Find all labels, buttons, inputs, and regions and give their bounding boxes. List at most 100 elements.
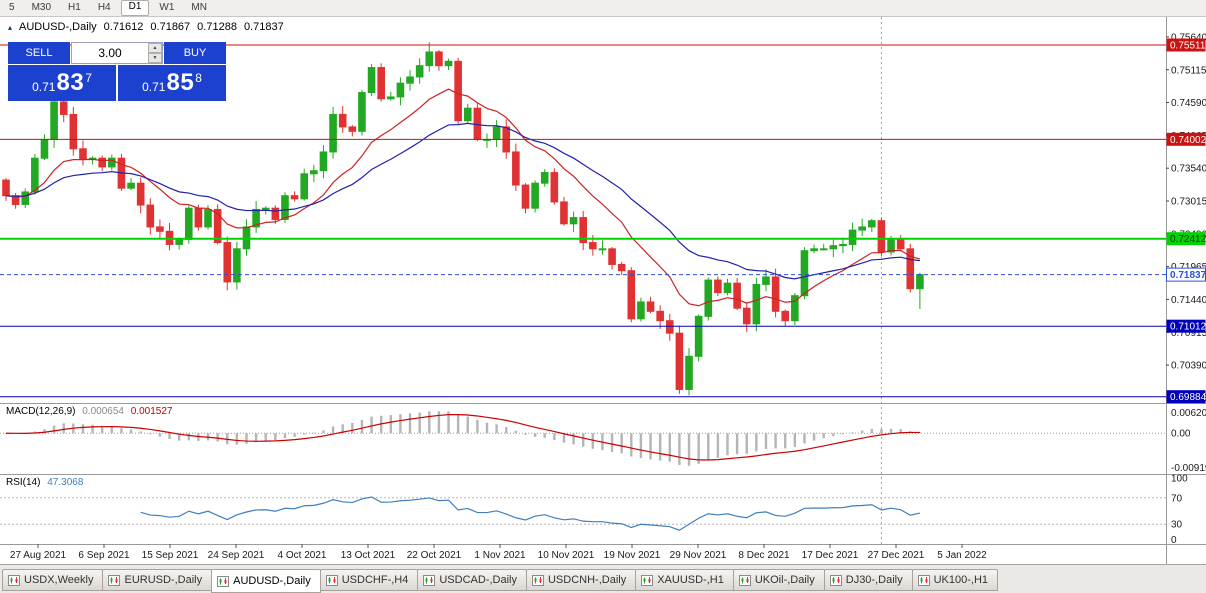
lot-size-value[interactable]: 3.00 <box>98 46 122 60</box>
macd-name: MACD(12,26,9) <box>6 406 76 417</box>
sell-price-pip: 7 <box>85 70 92 85</box>
chart-tab-icon <box>829 574 842 586</box>
macd-signal-value: 0.001527 <box>130 406 173 417</box>
svg-text:0.75640: 0.75640 <box>1171 32 1206 43</box>
chart-tab-label: EURUSD-,Daily <box>124 574 203 586</box>
timeframe-button-h1[interactable]: H1 <box>68 2 81 13</box>
lot-size-field[interactable]: 3.00 ▲ ▼ <box>71 42 163 64</box>
pane-dividers <box>0 17 1206 564</box>
svg-text:0.00: 0.00 <box>1171 429 1191 440</box>
horizontal-line-0.71012[interactable]: 0.71012 <box>0 319 1206 333</box>
svg-text:19 Nov 2021: 19 Nov 2021 <box>604 550 661 561</box>
chart-tab-dj30-daily[interactable]: DJ30-,Daily <box>823 569 913 591</box>
svg-text:13 Oct 2021: 13 Oct 2021 <box>341 550 396 561</box>
chart-tab-label: USDCAD-,Daily <box>439 574 517 586</box>
lot-increase-button[interactable]: ▲ <box>148 43 162 53</box>
svg-text:6 Sep 2021: 6 Sep 2021 <box>78 550 130 561</box>
svg-text:0.00620: 0.00620 <box>1171 408 1206 419</box>
chart-tab-icon <box>641 574 654 586</box>
timeframe-button-d1[interactable]: D1 <box>120 0 150 16</box>
svg-text:15 Sep 2021: 15 Sep 2021 <box>142 550 199 561</box>
svg-text:29 Nov 2021: 29 Nov 2021 <box>670 550 727 561</box>
svg-text:0.72412: 0.72412 <box>1170 234 1206 245</box>
one-click-top-row: SELL 3.00 ▲ ▼ BUY <box>8 42 226 64</box>
chart-tab-label: UK100-,H1 <box>933 574 989 586</box>
buy-price-pip: 8 <box>195 70 202 85</box>
timeframe-button-m30[interactable]: M30 <box>31 2 52 13</box>
ohlc-close: 0.71837 <box>243 21 284 33</box>
chart-tab-xauusd-h1[interactable]: XAUUSD-,H1 <box>635 569 734 591</box>
svg-text:0.70390: 0.70390 <box>1171 361 1206 372</box>
svg-text:0.75511: 0.75511 <box>1170 41 1206 52</box>
svg-text:0.74590: 0.74590 <box>1171 98 1206 109</box>
svg-text:0.69884: 0.69884 <box>1170 392 1206 403</box>
horizontal-line-0.69884[interactable]: 0.69884 <box>0 390 1206 404</box>
svg-text:0.73540: 0.73540 <box>1171 164 1206 175</box>
chart-tab-usdchf-h4[interactable]: USDCHF-,H4 <box>319 569 419 591</box>
chart-tab-icon <box>738 574 751 586</box>
chart-tab-icon <box>423 574 436 586</box>
svg-text:70: 70 <box>1171 493 1183 504</box>
chart-tab-usdcad-daily[interactable]: USDCAD-,Daily <box>417 569 527 591</box>
svg-text:10 Nov 2021: 10 Nov 2021 <box>538 550 595 561</box>
sell-button[interactable]: SELL <box>8 42 70 64</box>
buy-price-display[interactable]: 0.71 85 8 <box>118 65 226 101</box>
chart-tab-icon <box>917 574 930 586</box>
rsi-pane: 100 70 30 0 <box>0 474 1188 546</box>
svg-text:4 Oct 2021: 4 Oct 2021 <box>278 550 327 561</box>
chart-tab-usdcnh-daily[interactable]: USDCNH-,Daily <box>525 569 637 591</box>
ma-slow-line <box>5 122 920 280</box>
rsi-line <box>140 496 921 531</box>
buy-button[interactable]: BUY <box>164 42 226 64</box>
sell-price-big: 83 <box>56 69 85 96</box>
one-click-trading-panel: SELL 3.00 ▲ ▼ BUY 0.71 83 7 0.71 85 8 <box>8 42 226 101</box>
timeframe-button-5[interactable]: 5 <box>9 2 15 13</box>
ohlc-high: 0.71867 <box>150 21 191 33</box>
svg-text:24 Sep 2021: 24 Sep 2021 <box>208 550 265 561</box>
rsi-name: RSI(14) <box>6 477 41 488</box>
price-axis[interactable]: 0.756400.751150.745900.740650.735400.730… <box>1166 32 1206 404</box>
chart-tab-audusd-daily[interactable]: AUDUSD-,Daily <box>211 569 321 593</box>
svg-text:27 Dec 2021: 27 Dec 2021 <box>868 550 925 561</box>
chart-tab-icon <box>217 575 230 587</box>
buy-price-big: 85 <box>166 69 195 96</box>
chart-tab-icon <box>108 574 121 586</box>
svg-text:27 Aug 2021: 27 Aug 2021 <box>10 550 67 561</box>
chart-tab-label: USDCNH-,Daily <box>547 574 627 586</box>
sell-price-display[interactable]: 0.71 83 7 <box>8 65 116 101</box>
horizontal-line-0.72412[interactable]: 0.72412 <box>0 232 1206 246</box>
svg-text:0.73015: 0.73015 <box>1171 197 1206 208</box>
chart-tab-label: XAUUSD-,H1 <box>657 574 724 586</box>
horizontal-line-0.74002[interactable]: 0.74002 <box>0 132 1206 146</box>
chart-tab-usdx-weekly[interactable]: USDX,Weekly <box>2 569 104 591</box>
timeframe-button-mn[interactable]: MN <box>191 2 207 13</box>
chart-tab-eurusd-daily[interactable]: EURUSD-,Daily <box>102 569 213 591</box>
timeframe-button-w1[interactable]: W1 <box>159 2 175 13</box>
chart-tab-icon <box>531 574 544 586</box>
rsi-value: 47.3068 <box>47 477 84 488</box>
chart-tab-label: USDCHF-,H4 <box>341 574 409 586</box>
svg-text:0.70915: 0.70915 <box>1171 328 1206 339</box>
one-click-price-row: 0.71 83 7 0.71 85 8 <box>8 65 226 101</box>
svg-text:17 Dec 2021: 17 Dec 2021 <box>802 550 859 561</box>
chart-title: ▴ AUDUSD-,Daily 0.71612 0.71867 0.71288 … <box>8 21 284 33</box>
chart-tab-ukoil-daily[interactable]: UKOil-,Daily <box>732 569 825 591</box>
svg-text:22 Oct 2021: 22 Oct 2021 <box>407 550 462 561</box>
macd-main-value: 0.000654 <box>82 406 124 417</box>
time-axis[interactable]: 27 Aug 2021 6 Sep 2021 15 Sep 2021 24 Sep 2… <box>10 544 987 561</box>
one-click-collapse-icon[interactable]: ▴ <box>8 22 13 32</box>
rsi-indicator-label: RSI(14) 47.3068 <box>6 477 83 488</box>
svg-text:0.71837: 0.71837 <box>1170 270 1206 281</box>
timeframe-toolbar: 5 M30 H1 H4 D1 W1 MN <box>0 0 1206 17</box>
svg-text:1 Nov 2021: 1 Nov 2021 <box>474 550 526 561</box>
chart-tab-label: DJ30-,Daily <box>845 574 903 586</box>
chart-tab-uk100-h1[interactable]: UK100-,H1 <box>911 569 999 591</box>
chart-canvas[interactable]: 0.756400.751150.745900.740650.735400.730… <box>0 0 1206 564</box>
svg-text:5 Jan 2022: 5 Jan 2022 <box>937 550 987 561</box>
svg-text:-0.00919: -0.00919 <box>1171 463 1206 474</box>
lot-spinner: ▲ ▼ <box>148 43 162 63</box>
svg-text:100: 100 <box>1171 474 1188 485</box>
lot-decrease-button[interactable]: ▼ <box>148 53 162 63</box>
svg-text:8 Dec 2021: 8 Dec 2021 <box>738 550 790 561</box>
timeframe-button-h4[interactable]: H4 <box>97 2 111 13</box>
